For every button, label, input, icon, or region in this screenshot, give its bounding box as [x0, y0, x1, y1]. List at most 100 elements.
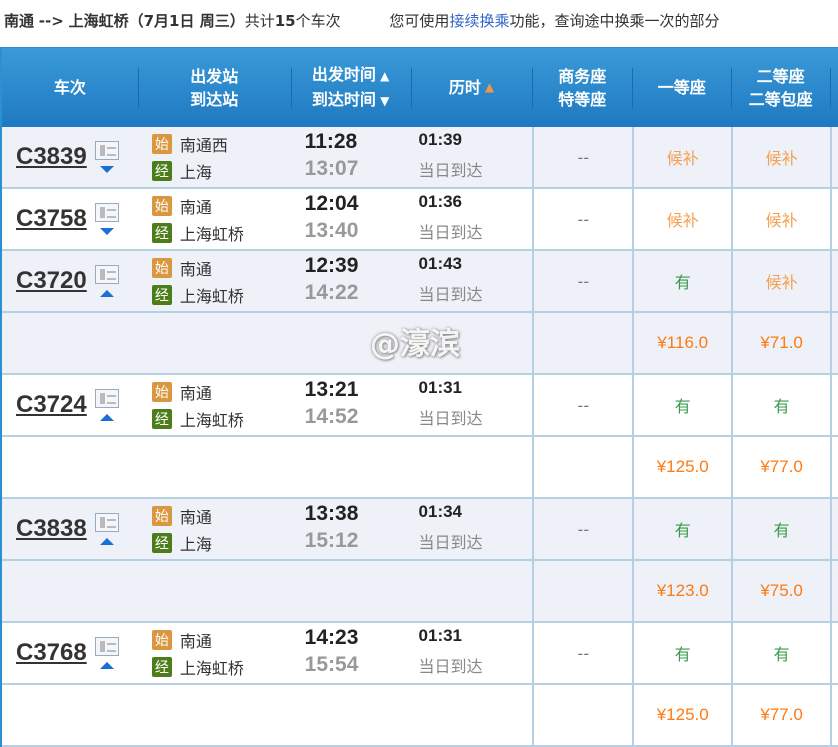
- first-class-seat[interactable]: 有: [632, 375, 731, 435]
- header-arr: 到达时间: [311, 89, 376, 109]
- times-cell: 13:21 14:52: [291, 375, 411, 435]
- price-spacer: [2, 561, 532, 621]
- price-spacer: [2, 685, 532, 745]
- col-more: [830, 48, 838, 127]
- second-class-seat[interactable]: 候补: [731, 251, 830, 311]
- start-badge-icon: 始: [151, 133, 172, 154]
- train-table: 车次 出发站 到达站 出发时间 ▲ 到达时间 ▼ 历时 ▲ 商务座 特等座 一等座 二等…: [0, 47, 838, 747]
- table-header: 车次 出发站 到达站 出发时间 ▲ 到达时间 ▼ 历时 ▲ 商务座 特等座 一等座 二等…: [2, 47, 838, 127]
- second-class-seat[interactable]: 有: [731, 623, 830, 683]
- more-cell: [830, 499, 838, 559]
- to-station: 上海虹桥: [68, 12, 129, 30]
- price-row: ¥125.0 ¥77.0: [2, 437, 838, 499]
- arr-time: 13:40: [304, 219, 359, 242]
- pass-badge-icon: 经: [151, 408, 172, 429]
- train-cell: C3758: [2, 189, 138, 249]
- dep-time: 11:28: [304, 130, 358, 153]
- col-times[interactable]: 出发时间 ▲ 到达时间 ▼: [290, 48, 411, 127]
- business-price: [532, 313, 632, 373]
- train-info-icon[interactable]: [94, 203, 119, 222]
- train-number-link[interactable]: C3839: [16, 143, 87, 170]
- pass-badge-icon: 经: [151, 656, 172, 677]
- sort-up-icon: ▲: [375, 68, 390, 83]
- duration-cell: 01:39 当日到达: [411, 127, 533, 187]
- expand-down-icon[interactable]: [99, 166, 114, 173]
- train-info-icon[interactable]: [94, 513, 119, 532]
- dep-time: 13:21: [304, 378, 359, 401]
- stations-cell: 始南通 经上海虹桥: [138, 189, 291, 249]
- sort-dep[interactable]: 出发时间 ▲: [312, 63, 389, 88]
- more-cell: [830, 685, 838, 745]
- duration-cell: 01:31 当日到达: [411, 375, 533, 435]
- to-station: 上海虹桥: [179, 410, 244, 430]
- expand-down-icon[interactable]: [99, 228, 114, 235]
- times-cell: 12:39 14:22: [291, 251, 411, 311]
- business-seat: --: [532, 375, 632, 435]
- train-info-icon[interactable]: [94, 637, 119, 656]
- header-biz: 商务座: [558, 66, 607, 86]
- business-seat: --: [532, 499, 632, 559]
- transfer-link[interactable]: 接续换乘: [449, 12, 510, 30]
- collapse-up-icon[interactable]: [99, 662, 114, 669]
- train-number-link[interactable]: C3838: [16, 515, 87, 542]
- first-class-seat[interactable]: 有: [632, 499, 731, 559]
- sort-arr[interactable]: 到达时间 ▼: [312, 88, 389, 113]
- duration-cell: 01:43 当日到达: [411, 251, 533, 311]
- train-info-icon[interactable]: [94, 141, 119, 160]
- second-class-seat[interactable]: 候补: [731, 127, 830, 187]
- collapse-up-icon[interactable]: [99, 290, 114, 297]
- first-class-seat[interactable]: 候补: [632, 127, 731, 187]
- second-class-price: ¥77.0: [731, 685, 830, 745]
- price-row: ¥123.0 ¥75.0: [2, 561, 838, 623]
- col-train: 车次: [2, 48, 138, 127]
- business-seat: --: [532, 623, 632, 683]
- train-row: C3724 始南通 经上海虹桥 13:21 14:52 01:31 当日到达 -- …: [2, 375, 838, 437]
- train-number-link[interactable]: C3724: [16, 391, 87, 418]
- header-first: 一等座: [657, 78, 706, 97]
- train-cell: C3838: [2, 499, 138, 559]
- dep-time: 13:38: [304, 502, 359, 525]
- second-class-seat[interactable]: 有: [731, 499, 830, 559]
- second-class-seat[interactable]: 有: [731, 375, 830, 435]
- collapse-up-icon[interactable]: [99, 538, 114, 545]
- tip-prefix: 您可使用: [389, 12, 450, 30]
- first-class-seat[interactable]: 候补: [632, 189, 731, 249]
- second-class-seat[interactable]: 候补: [731, 189, 830, 249]
- business-seat: --: [532, 189, 632, 249]
- arr-time: 15:12: [304, 529, 359, 552]
- train-info-icon[interactable]: [94, 389, 119, 408]
- second-class-price: ¥75.0: [731, 561, 830, 621]
- first-class-price: ¥125.0: [632, 685, 731, 745]
- duration: 01:31: [418, 378, 463, 397]
- duration: 01:36: [418, 192, 463, 211]
- duration-cell: 01:31 当日到达: [411, 623, 533, 683]
- train-cell: C3768: [2, 623, 138, 683]
- dep-time: 12:04: [304, 192, 359, 215]
- first-class-seat[interactable]: 有: [632, 251, 731, 311]
- more-cell: [830, 437, 838, 497]
- train-number-link[interactable]: C3768: [16, 639, 87, 666]
- more-cell: [830, 623, 838, 683]
- arrival-day: 当日到达: [418, 285, 483, 304]
- duration: 01:31: [418, 626, 463, 645]
- tip-suffix: 功能，查询途中换乘一次的部分: [509, 12, 720, 30]
- stations-cell: 始南通 经上海虹桥: [138, 375, 291, 435]
- collapse-up-icon[interactable]: [99, 414, 114, 421]
- pass-badge-icon: 经: [151, 222, 172, 243]
- train-number-link[interactable]: C3720: [16, 267, 87, 294]
- business-seat: --: [532, 251, 632, 311]
- dep-time: 12:39: [304, 254, 359, 277]
- first-class-seat[interactable]: 有: [632, 623, 731, 683]
- header-special: 特等座: [558, 89, 607, 109]
- train-number-link[interactable]: C3758: [16, 205, 87, 232]
- duration-cell: 01:36 当日到达: [411, 189, 533, 249]
- col-duration[interactable]: 历时 ▲: [410, 48, 533, 127]
- train-info-icon[interactable]: [94, 265, 119, 284]
- more-cell: [830, 561, 838, 621]
- first-class-price: ¥116.0: [632, 313, 731, 373]
- header-from: 出发站: [190, 66, 239, 86]
- header-duration: 历时: [448, 78, 481, 97]
- pass-badge-icon: 经: [151, 532, 172, 553]
- start-badge-icon: 始: [151, 195, 172, 216]
- header-second-box: 二等包座: [748, 89, 813, 109]
